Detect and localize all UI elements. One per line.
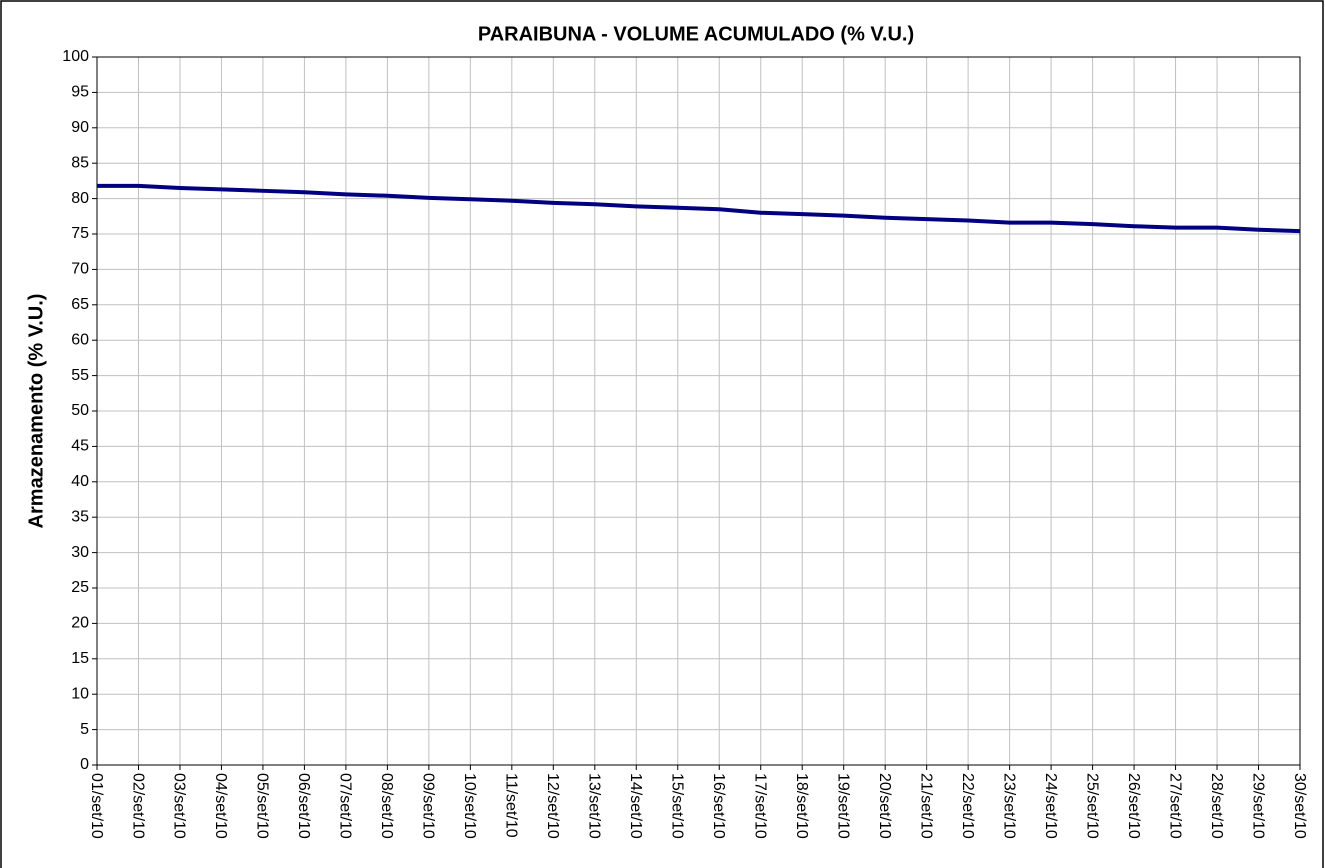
x-tick-label: 24/set/10 [1042,773,1059,839]
x-tick-label: 18/set/10 [793,773,810,839]
y-tick-label: 55 [71,367,89,384]
x-tick-label: 12/set/10 [544,773,561,839]
chart-title: PARAIBUNA - VOLUME ACUMULADO (% V.U.) [478,23,914,45]
y-tick-label: 75 [71,225,89,242]
y-axis-label: Armazenamento (% V.U.) [25,294,47,529]
x-tick-label: 23/set/10 [1000,773,1017,839]
x-tick-label: 19/set/10 [834,773,851,839]
y-tick-label: 0 [80,756,89,773]
x-tick-label: 26/set/10 [1125,773,1142,839]
x-tick-label: 03/set/10 [171,773,188,839]
y-tick-label: 15 [71,650,89,667]
y-tick-label: 35 [71,508,89,525]
y-tick-label: 30 [71,544,89,561]
x-tick-label: 25/set/10 [1083,773,1100,839]
y-tick-label: 20 [71,615,89,632]
y-tick-label: 5 [80,721,89,738]
y-tick-label: 90 [71,119,89,136]
y-tick-label: 45 [71,438,89,455]
y-tick-label: 25 [71,579,89,596]
x-tick-label: 16/set/10 [710,773,727,839]
x-tick-label: 17/set/10 [751,773,768,839]
y-tick-label: 60 [71,331,89,348]
x-tick-label: 21/set/10 [917,773,934,839]
y-tick-label: 85 [71,154,89,171]
x-tick-label: 14/set/10 [627,773,644,839]
x-tick-label: 27/set/10 [1166,773,1183,839]
x-tick-label: 29/set/10 [1249,773,1266,839]
x-tick-label: 30/set/10 [1291,773,1308,839]
x-tick-label: 08/set/10 [378,773,395,839]
x-tick-label: 11/set/10 [503,773,520,838]
y-tick-label: 100 [62,48,89,65]
x-tick-label: 28/set/10 [1208,773,1225,839]
y-tick-label: 10 [71,685,89,702]
x-tick-label: 22/set/10 [959,773,976,839]
y-tick-label: 95 [71,84,89,101]
x-tick-label: 13/set/10 [586,773,603,839]
y-tick-label: 70 [71,261,89,278]
x-tick-label: 04/set/10 [212,773,229,839]
x-tick-label: 01/set/10 [88,773,105,839]
x-tick-label: 07/set/10 [337,773,354,839]
x-tick-label: 06/set/10 [295,773,312,839]
x-tick-label: 15/set/10 [669,773,686,839]
y-tick-label: 40 [71,473,89,490]
plot-area [96,56,1301,766]
y-tick-label: 80 [71,190,89,207]
x-tick-label: 10/set/10 [461,773,478,839]
y-tick-label: 50 [71,402,89,419]
x-tick-label: 20/set/10 [876,773,893,839]
x-tick-label: 05/set/10 [254,773,271,839]
y-tick-label: 65 [71,296,89,313]
data-line [97,183,1301,234]
x-tick-label: 02/set/10 [129,773,146,839]
x-tick-label: 09/set/10 [420,773,437,839]
